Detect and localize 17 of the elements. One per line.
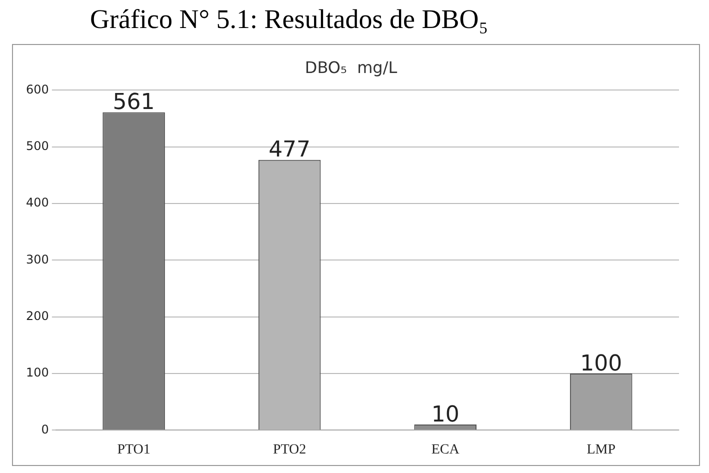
data-label: 477 (268, 138, 311, 163)
x-tick-label: LMP (586, 442, 616, 458)
y-tick-label: 500 (26, 138, 49, 153)
y-tick-label: 600 (26, 82, 49, 96)
y-tick-label: 100 (26, 366, 49, 380)
chart-subtitle: DBO₅ mg/L (304, 58, 398, 77)
data-label: 10 (431, 402, 460, 428)
y-tick-label: 200 (26, 308, 49, 323)
data-label: 100 (580, 351, 622, 376)
y-tick-label: 400 (26, 196, 49, 210)
x-tick-label: PTO2 (272, 442, 306, 458)
data-label: 561 (112, 90, 155, 116)
x-tick-label: ECA (431, 442, 460, 458)
chart-title: Gráfico N° 5.1: Resultados de DBO₅ (90, 4, 490, 36)
y-tick-label: 300 (26, 252, 49, 266)
y-tick-label: 0 (41, 422, 49, 436)
x-tick-label: PTO1 (117, 442, 150, 458)
